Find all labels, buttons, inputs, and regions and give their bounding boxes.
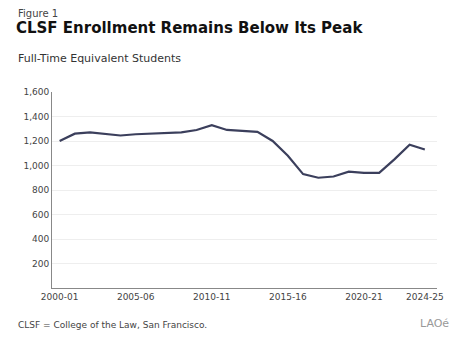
svg-text:2000-01: 2000-01 xyxy=(41,292,79,302)
svg-text:600: 600 xyxy=(32,210,49,220)
svg-text:1,400: 1,400 xyxy=(23,112,49,122)
svg-text:400: 400 xyxy=(32,234,49,244)
svg-text:Full-Time Equivalent Students: Full-Time Equivalent Students xyxy=(18,52,181,65)
svg-text:2010-11: 2010-11 xyxy=(193,292,231,302)
svg-text:LAOé: LAOé xyxy=(420,317,449,330)
svg-text:1,600: 1,600 xyxy=(23,87,49,97)
svg-text:800: 800 xyxy=(32,185,49,195)
svg-text:200: 200 xyxy=(32,259,49,269)
svg-text:2020-21: 2020-21 xyxy=(345,292,383,302)
svg-text:2024-25: 2024-25 xyxy=(406,292,444,302)
svg-text:1,000: 1,000 xyxy=(23,161,49,171)
svg-text:CLSF Enrollment Remains Below: CLSF Enrollment Remains Below Its Peak xyxy=(16,19,363,37)
svg-text:Figure 1: Figure 1 xyxy=(18,8,58,19)
svg-text:CLSF = College of the Law, San: CLSF = College of the Law, San Francisco… xyxy=(18,320,207,330)
svg-text:1,200: 1,200 xyxy=(23,136,49,146)
svg-text:2015-16: 2015-16 xyxy=(269,292,307,302)
svg-text:2005-06: 2005-06 xyxy=(117,292,155,302)
